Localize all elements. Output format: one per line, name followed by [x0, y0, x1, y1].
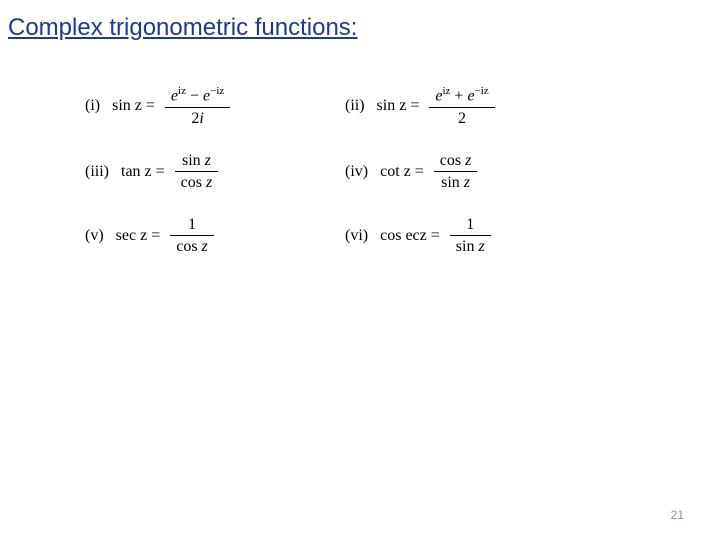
equation-row: (i) sin z = eiz − e−iz 2i (ii) sin z = e…: [85, 85, 605, 128]
roman-numeral: (iv): [345, 163, 368, 181]
page-title: Complex trigonometric functions:: [8, 14, 357, 42]
fraction-denominator: 2: [429, 108, 494, 128]
roman-numeral: (ii): [345, 97, 365, 115]
fraction-numerator: cos z: [434, 152, 478, 173]
equation-fraction: eiz − e−iz 2i: [165, 85, 230, 128]
equation-fraction: cos z sin z: [434, 152, 478, 192]
fraction-numerator: eiz + e−iz: [429, 85, 494, 108]
fraction-numerator: 1: [450, 216, 491, 237]
fraction-denominator: sin z: [434, 172, 478, 192]
equation-lhs: cos ecz =: [380, 227, 440, 245]
equation-lhs: cot z =: [380, 163, 424, 181]
equation-fraction: 1 cos z: [170, 216, 214, 256]
equations-block: (i) sin z = eiz − e−iz 2i (ii) sin z = e…: [85, 85, 605, 280]
fraction-denominator: cos z: [175, 172, 219, 192]
fraction-denominator: sin z: [450, 236, 491, 256]
roman-numeral: (iii): [85, 163, 109, 181]
equation-lhs: tan z =: [121, 163, 165, 181]
equation-fraction: 1 sin z: [450, 216, 491, 256]
roman-numeral: (v): [85, 227, 104, 245]
fraction-denominator: cos z: [170, 236, 214, 256]
equation-cell: (iv) cot z = cos z sin z: [345, 152, 605, 192]
page-number: 21: [671, 508, 684, 522]
equation-cell: (iii) tan z = sin z cos z: [85, 152, 345, 192]
equation-cell: (i) sin z = eiz − e−iz 2i: [85, 85, 345, 128]
equation-lhs: sec z =: [116, 227, 161, 245]
equation-row: (v) sec z = 1 cos z (vi) cos ecz = 1 sin…: [85, 216, 605, 256]
roman-numeral: (vi): [345, 227, 368, 245]
equation-cell: (ii) sin z = eiz + e−iz 2: [345, 85, 605, 128]
equation-fraction: eiz + e−iz 2: [429, 85, 494, 128]
fraction-numerator: 1: [170, 216, 214, 237]
equation-cell: (vi) cos ecz = 1 sin z: [345, 216, 605, 256]
equation-lhs: sin z =: [377, 97, 420, 115]
equation-fraction: sin z cos z: [175, 152, 219, 192]
fraction-numerator: eiz − e−iz: [165, 85, 230, 108]
equation-row: (iii) tan z = sin z cos z (iv) cot z = c…: [85, 152, 605, 192]
fraction-numerator: sin z: [175, 152, 219, 173]
equation-cell: (v) sec z = 1 cos z: [85, 216, 345, 256]
fraction-denominator: 2i: [165, 108, 230, 128]
equation-lhs: sin z =: [112, 97, 155, 115]
roman-numeral: (i): [85, 97, 100, 115]
